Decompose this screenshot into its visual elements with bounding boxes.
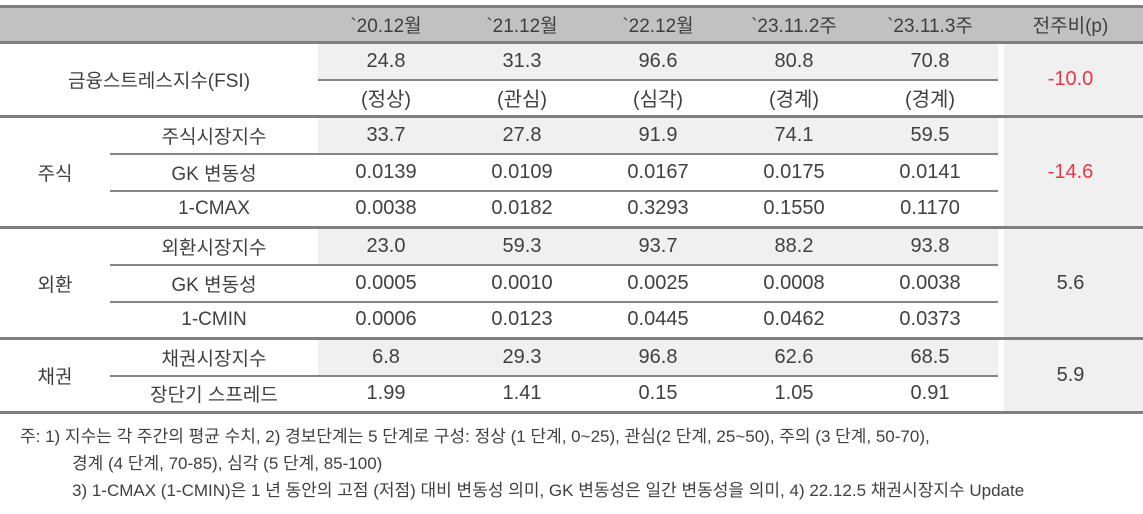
column-header: `23.11.3주	[862, 6, 998, 44]
row-label: GK 변동성	[110, 264, 318, 303]
fsi-values-row: 금융스트레스지수(FSI) 24.8 31.3 96.6 80.8 70.8 -…	[0, 42, 1143, 117]
row-label: 1-CMIN	[110, 301, 318, 339]
value-cell: 0.0025	[590, 264, 726, 303]
column-header: 전주비(p)	[998, 6, 1143, 44]
stock-cmax-row: 1-CMAX 0.0038 0.0182 0.3293 0.1550 0.117…	[0, 190, 1143, 228]
value-cell: 0.0010	[454, 264, 590, 303]
value-cell: 0.0445	[590, 301, 726, 339]
value-cell: 0.0005	[318, 264, 454, 303]
fsi-wow-cell: -10.0	[998, 42, 1143, 117]
header-row: `20.12월 `21.12월 `22.12월 `23.11.2주 `23.11…	[0, 6, 1143, 44]
stock-gk-row: GK 변동성 0.0139 0.0109 0.0167 0.0175 0.014…	[0, 153, 1143, 192]
value-cell: 0.0008	[726, 264, 862, 303]
value-cell: 0.0038	[318, 190, 454, 228]
section-label-bond: 채권	[0, 337, 110, 413]
header-corner-cell	[0, 6, 318, 44]
value-cell: 59.3	[454, 226, 590, 266]
column-header: `22.12월	[590, 6, 726, 44]
value-cell: 0.0182	[454, 190, 590, 228]
row-label: 채권시장지수	[110, 337, 318, 377]
column-header: `21.12월	[454, 6, 590, 44]
value-cell: 0.1550	[726, 190, 862, 228]
value-cell: 0.0373	[862, 301, 998, 339]
value-cell: 0.0123	[454, 301, 590, 339]
value-cell: 0.0006	[318, 301, 454, 339]
value-cell: 68.5	[862, 337, 998, 377]
value-cell: 62.6	[726, 337, 862, 377]
footnotes: 주: 1) 지수는 각 주간의 평균 수치, 2) 경보단계는 5 단계로 구성…	[0, 414, 1143, 504]
column-header: `20.12월	[318, 6, 454, 44]
value-cell: 27.8	[454, 115, 590, 155]
value-cell: 0.3293	[590, 190, 726, 228]
fx-index-row: 외환 외환시장지수 23.0 59.3 93.7 88.2 93.8 5.6	[0, 226, 1143, 339]
footnote-line: 주: 1) 지수는 각 주간의 평균 수치, 2) 경보단계는 5 단계로 구성…	[20, 427, 930, 446]
value-cell: 29.3	[454, 337, 590, 377]
bond-spread-row: 장단기 스프레드 1.99 1.41 0.15 1.05 0.91	[0, 375, 1143, 413]
fsi-value-cell: 80.8	[726, 42, 862, 81]
bond-wow-cell: 5.9	[998, 337, 1143, 413]
fsi-level-cell: (관심)	[454, 79, 590, 117]
fsi-value-cell: 31.3	[454, 42, 590, 81]
fx-gk-row: GK 변동성 0.0005 0.0010 0.0025 0.0008 0.003…	[0, 264, 1143, 303]
value-cell: 0.0141	[862, 153, 998, 192]
value-cell: 6.8	[318, 337, 454, 377]
value-cell: 0.91	[862, 375, 998, 413]
value-cell: 0.0109	[454, 153, 590, 192]
value-cell: 96.8	[590, 337, 726, 377]
fsi-level-cell: (경계)	[862, 79, 998, 117]
fsi-value-cell: 70.8	[862, 42, 998, 81]
value-cell: 0.0175	[726, 153, 862, 192]
footnote-line: 3) 1-CMAX (1-CMIN)은 1 년 동안의 고점 (저점) 대비 변…	[72, 481, 1025, 500]
value-cell: 88.2	[726, 226, 862, 266]
stock-wow-cell: -14.6	[998, 115, 1143, 228]
row-label: 외환시장지수	[110, 226, 318, 266]
fsi-level-cell: (경계)	[726, 79, 862, 117]
section-label-fx: 외환	[0, 226, 110, 339]
value-cell: 1.41	[454, 375, 590, 413]
fx-wow-cell: 5.6	[998, 226, 1143, 339]
row-label: 주식시장지수	[110, 115, 318, 155]
fsi-value-cell: 24.8	[318, 42, 454, 81]
fsi-table: `20.12월 `21.12월 `22.12월 `23.11.2주 `23.11…	[0, 5, 1143, 414]
fsi-level-cell: (심각)	[590, 79, 726, 117]
value-cell: 91.9	[590, 115, 726, 155]
value-cell: 33.7	[318, 115, 454, 155]
value-cell: 23.0	[318, 226, 454, 266]
footnote-line: 경계 (4 단계, 70-85), 심각 (5 단계, 85-100)	[72, 454, 383, 473]
value-cell: 0.15	[590, 375, 726, 413]
value-cell: 74.1	[726, 115, 862, 155]
row-label: 1-CMAX	[110, 190, 318, 228]
fsi-label: 금융스트레스지수(FSI)	[0, 42, 318, 117]
value-cell: 59.5	[862, 115, 998, 155]
value-cell: 1.05	[726, 375, 862, 413]
fsi-level-cell: (정상)	[318, 79, 454, 117]
fsi-value-cell: 96.6	[590, 42, 726, 81]
value-cell: 93.8	[862, 226, 998, 266]
value-cell: 93.7	[590, 226, 726, 266]
value-cell: 0.0462	[726, 301, 862, 339]
value-cell: 0.0038	[862, 264, 998, 303]
fsi-levels-row: (정상) (관심) (심각) (경계) (경계)	[0, 79, 1143, 117]
fx-cmin-row: 1-CMIN 0.0006 0.0123 0.0445 0.0462 0.037…	[0, 301, 1143, 339]
bond-index-row: 채권 채권시장지수 6.8 29.3 96.8 62.6 68.5 5.9	[0, 337, 1143, 413]
column-header: `23.11.2주	[726, 6, 862, 44]
row-label: 장단기 스프레드	[110, 375, 318, 413]
value-cell: 1.99	[318, 375, 454, 413]
section-label-stock: 주식	[0, 115, 110, 228]
value-cell: 0.0139	[318, 153, 454, 192]
row-label: GK 변동성	[110, 153, 318, 192]
value-cell: 0.1170	[862, 190, 998, 228]
value-cell: 0.0167	[590, 153, 726, 192]
stock-index-row: 주식 주식시장지수 33.7 27.8 91.9 74.1 59.5 -14.6	[0, 115, 1143, 228]
